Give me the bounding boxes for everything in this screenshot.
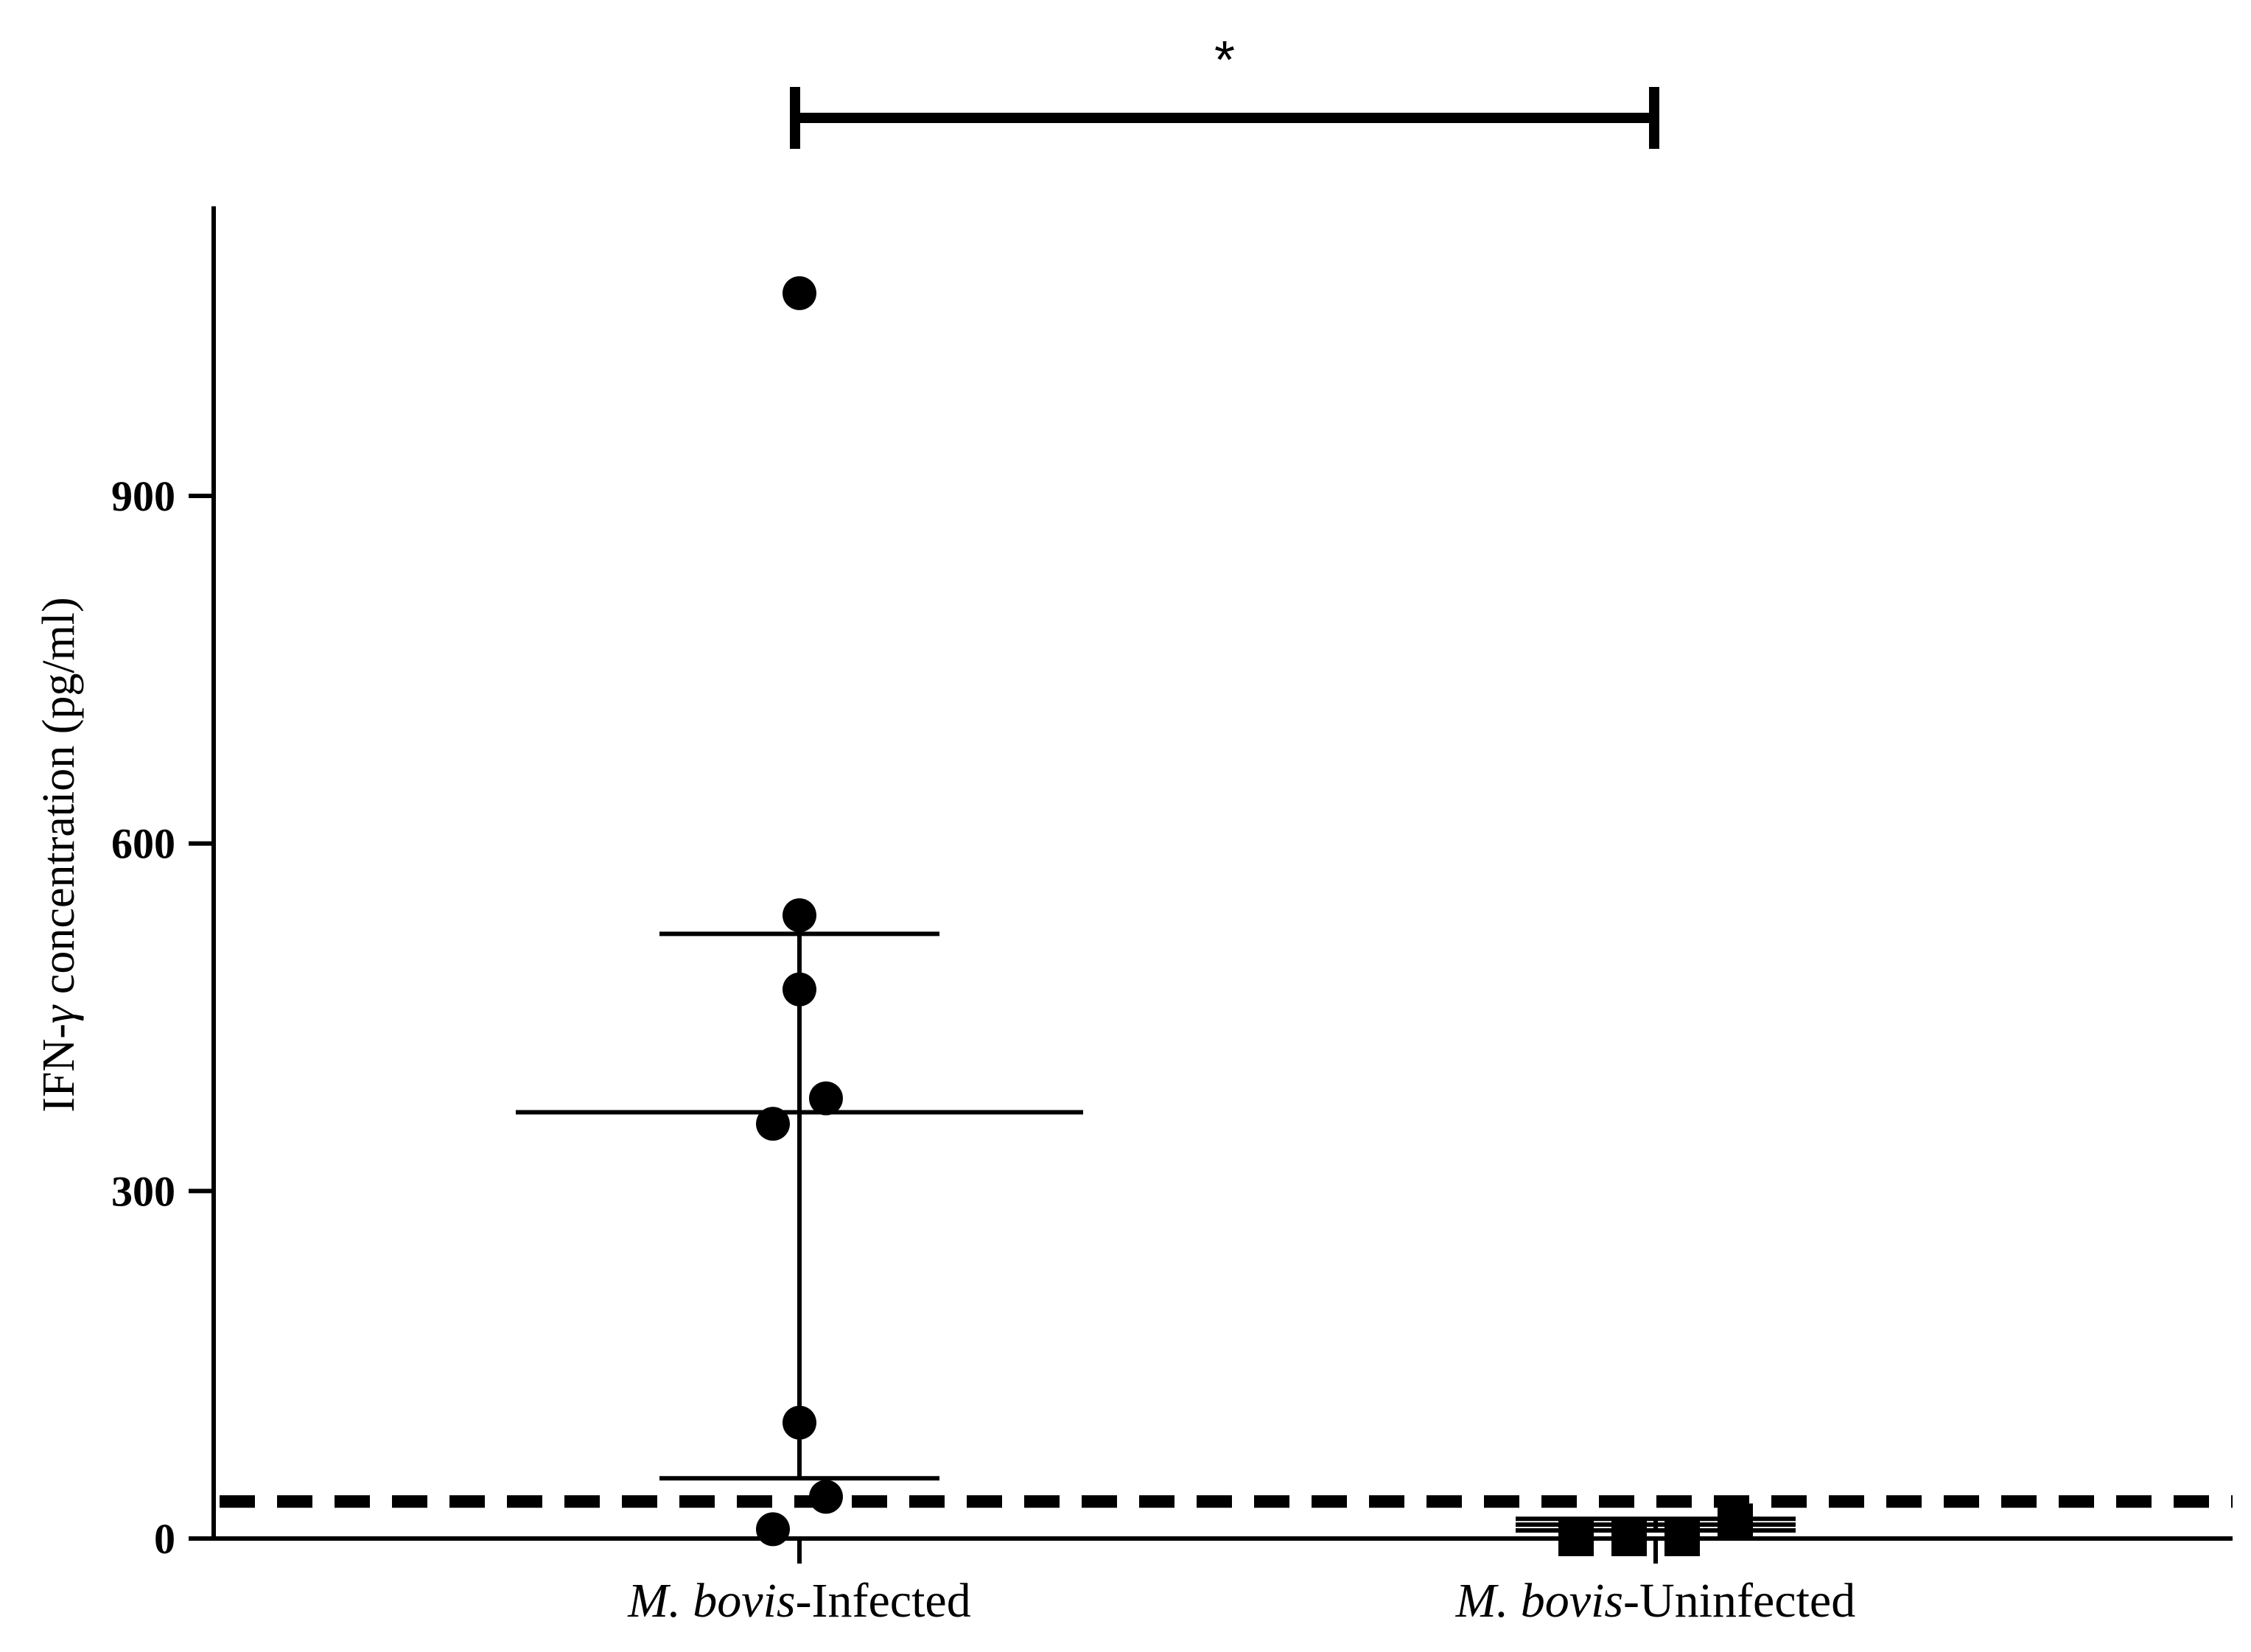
y-tick-label: 0 (154, 1515, 175, 1563)
x-ticks: M. bovis-Infected M. bovis-Uninfected (627, 1539, 1855, 1628)
data-point (809, 1081, 843, 1116)
axes (211, 206, 2233, 1541)
data-point (783, 1405, 816, 1440)
x-tick-label: M. bovis-Infected (627, 1574, 970, 1628)
data-point (1558, 1521, 1594, 1556)
data-point (756, 1107, 790, 1141)
y-title-greek: γ (34, 1004, 84, 1023)
x-tick-label-italic: M. bovis (1455, 1574, 1623, 1628)
data-point (1664, 1521, 1700, 1556)
data-point (809, 1480, 843, 1514)
stats-layer (516, 931, 1796, 1533)
data-point (783, 972, 816, 1007)
x-tick-label-italic: M. bovis (627, 1574, 795, 1628)
data-point (756, 1512, 790, 1547)
data-point (783, 276, 816, 310)
y-tick-label: 900 (111, 472, 175, 520)
significance-star: * (1214, 31, 1235, 90)
y-title-suffix: concentration (pg/ml) (34, 597, 84, 1005)
y-tick-label: 600 (111, 820, 175, 868)
y-ticks: 0 300 600 900 (111, 472, 214, 1563)
y-title-prefix: IFN- (34, 1023, 84, 1113)
y-tick-label: 300 (111, 1167, 175, 1215)
x-tick-label-rest: -Infected (796, 1574, 971, 1628)
data-point (783, 898, 816, 933)
significance-bracket: * (790, 31, 1659, 149)
x-tick-label-rest: -Uninfected (1623, 1574, 1855, 1628)
data-point (1611, 1521, 1647, 1556)
points-layer (756, 276, 1753, 1556)
y-axis-title: IFN-γ concentration (pg/ml) (34, 597, 84, 1112)
x-tick-label: M. bovis-Uninfected (1455, 1574, 1855, 1628)
data-point (1718, 1503, 1753, 1539)
